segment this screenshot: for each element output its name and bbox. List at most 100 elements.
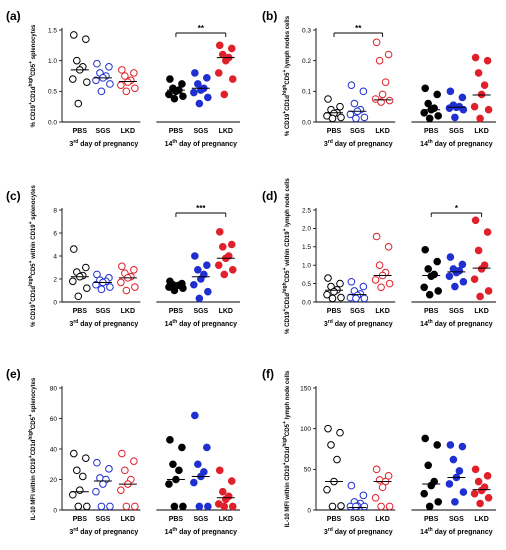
data-point <box>328 294 337 303</box>
data-point <box>122 87 131 96</box>
series-pbs-day3 <box>69 31 91 108</box>
data-point <box>227 44 236 53</box>
series-sgs-day3 <box>346 81 369 123</box>
data-point <box>327 441 335 449</box>
data-point <box>425 502 434 511</box>
series-lkd-day3 <box>117 66 139 96</box>
data-point <box>106 80 114 88</box>
y-tick-label: 0.0 <box>302 119 311 126</box>
data-point <box>476 499 484 508</box>
data-point <box>220 502 229 511</box>
period-label: 14th day of pregnancy <box>165 139 238 148</box>
data-point <box>470 102 479 111</box>
data-point <box>195 99 204 108</box>
y-axis-label: IL-10 MFI within CD19+CD1dhighCD5+ lymph… <box>282 370 291 527</box>
y-tick-label: 20 <box>50 477 58 484</box>
data-point <box>451 113 459 122</box>
x-tick-label: SGS <box>350 128 365 135</box>
y-tick-label: 40 <box>50 446 58 453</box>
data-point <box>459 488 468 496</box>
data-point <box>477 90 486 99</box>
data-point <box>323 485 331 494</box>
series-pbs-day14 <box>420 84 443 123</box>
panel-b: (b) 0.0 0.1 0.2 0.3 % CD19+CD1dhighCD5+ lymph… <box>262 9 496 148</box>
x-tick-label: SGS <box>193 128 208 135</box>
data-point <box>360 294 369 303</box>
data-point <box>471 216 480 225</box>
data-point <box>69 75 77 83</box>
data-point <box>445 480 454 488</box>
data-point <box>359 87 368 96</box>
data-point <box>93 458 101 467</box>
x-tick-label: PBS <box>327 128 342 135</box>
x-tick-label: LKD <box>375 516 389 523</box>
data-point <box>131 283 139 291</box>
data-point <box>122 502 131 511</box>
data-point <box>118 449 126 458</box>
panel-label: (d) <box>262 189 277 203</box>
x-tick-label: SGS <box>350 308 365 315</box>
data-point <box>337 502 345 510</box>
y-tick-label: 1.0 <box>302 263 311 270</box>
data-point <box>451 498 459 506</box>
data-point <box>165 480 173 488</box>
data-point <box>97 285 106 294</box>
data-point <box>118 262 126 271</box>
data-point <box>82 454 90 462</box>
series-sgs-day3 <box>92 270 114 294</box>
data-point <box>455 467 464 475</box>
data-point <box>92 487 100 496</box>
series-sgs-day14 <box>190 252 212 303</box>
data-point <box>166 436 174 444</box>
y-tick-label: 0.0 <box>48 119 57 126</box>
series-lkd-day3 <box>371 465 394 511</box>
x-tick-label: PBS <box>424 308 439 315</box>
data-point <box>228 266 237 274</box>
data-point <box>371 494 380 502</box>
data-point <box>214 69 223 77</box>
data-point <box>194 460 202 469</box>
panel-f: (f) 0 50 100 150 IL-10 MFI within CD19+CD1dhi… <box>262 367 496 536</box>
data-point <box>474 69 483 77</box>
data-point <box>451 282 459 291</box>
data-point <box>337 113 345 122</box>
series-lkd-day14 <box>470 216 493 301</box>
data-point <box>371 276 380 284</box>
data-point <box>105 465 113 473</box>
panel-d: (d) 0.0 0.5 1.0 1.5 2.0 2.5 % CD19+CD1dhighCD5+… <box>262 177 496 334</box>
series-sgs-day14 <box>445 441 468 506</box>
data-point <box>117 486 125 494</box>
data-point <box>179 284 187 293</box>
series-lkd-day3 <box>117 449 139 511</box>
data-point <box>375 261 384 270</box>
x-tick-label: LKD <box>121 128 135 135</box>
data-point <box>83 284 91 293</box>
y-axis-label-group: IL-10 MFI within CD19+CD1dhighCD5+ lymph… <box>282 370 291 527</box>
y-tick-label: 150 <box>300 385 311 392</box>
data-point <box>172 87 180 96</box>
x-tick-label: PBS <box>424 128 439 135</box>
data-point <box>424 99 433 108</box>
y-tick-label: 8 <box>53 207 57 214</box>
data-point <box>178 443 186 452</box>
y-tick-label: 1.0 <box>48 58 57 65</box>
panel-a: (a) 0.0 0.5 1.0 1.5 % CD19+CD1dhighCD5+ splen… <box>6 9 240 148</box>
data-point <box>483 472 492 480</box>
x-tick-label: PBS <box>169 128 184 135</box>
data-point <box>375 56 384 65</box>
data-point <box>73 466 81 475</box>
y-axis-label: % CD19+CD1dhighCD5+ within CD19+ splenoc… <box>28 184 37 326</box>
significance-label: * <box>455 204 459 213</box>
data-point <box>336 279 344 288</box>
data-point <box>69 277 77 286</box>
data-point <box>434 287 443 295</box>
data-point <box>477 265 486 273</box>
series-pbs-day14 <box>165 75 187 103</box>
series-pbs-day3 <box>69 449 91 511</box>
x-tick-label: SGS <box>449 308 464 315</box>
data-point <box>106 502 114 511</box>
data-point <box>420 283 429 292</box>
data-point <box>93 270 101 279</box>
data-point <box>97 87 106 96</box>
